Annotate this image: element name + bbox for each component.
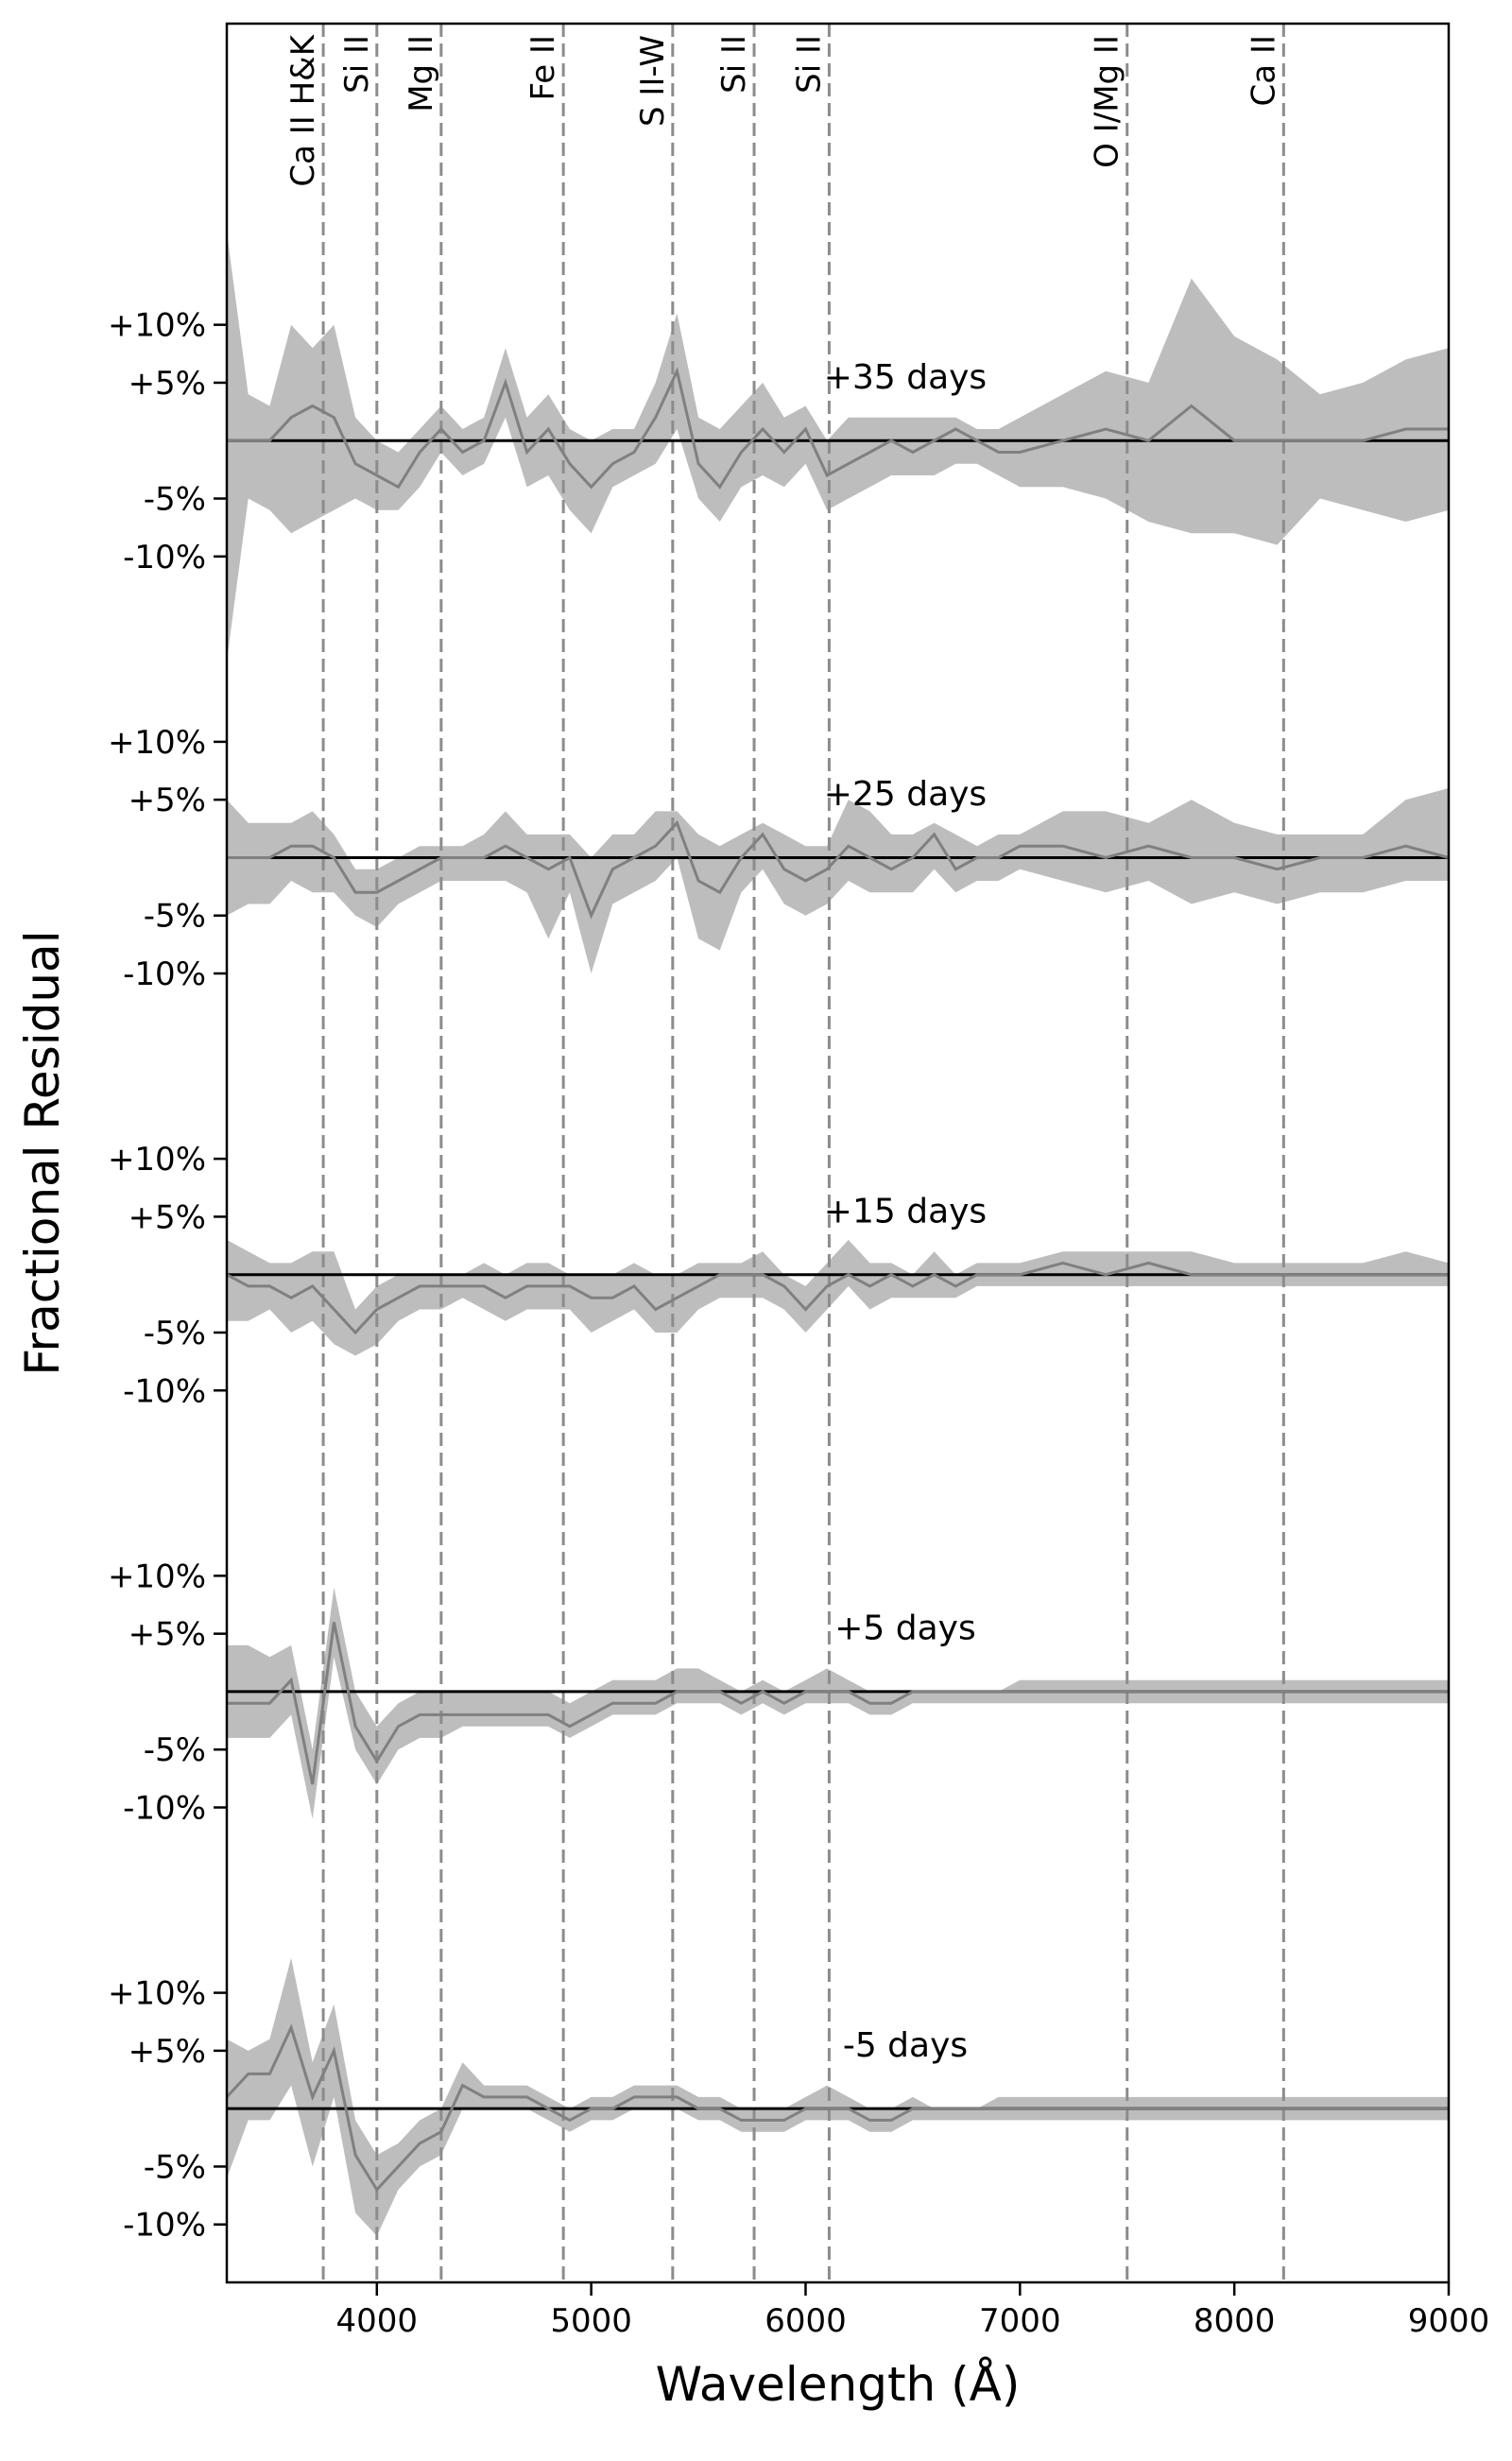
x-tick-label: 6000 <box>765 2302 847 2340</box>
feature-label: S II-W <box>634 35 672 127</box>
uncertainty-band <box>227 232 1449 662</box>
feature-label: Si II <box>790 35 828 94</box>
y-tick-label: +5% <box>129 782 206 819</box>
x-tick-label: 4000 <box>336 2302 419 2340</box>
feature-label: Si II <box>338 35 376 94</box>
y-tick-label: +5% <box>129 2033 206 2071</box>
y-tick-label: +5% <box>129 1616 206 1654</box>
y-tick-label: -10% <box>123 539 206 577</box>
x-axis-label: Wavelength (Å) <box>656 2357 1021 2412</box>
residual-line <box>227 367 1449 490</box>
feature-label: Mg II <box>403 35 440 112</box>
feature-label: Ca II <box>1245 35 1282 106</box>
x-tick-label: 5000 <box>550 2302 632 2340</box>
feature-label: Ca II H&K <box>284 33 322 186</box>
bands <box>227 232 1449 2236</box>
y-tick-label: -10% <box>123 1372 206 1410</box>
y-tick-label: +10% <box>108 307 206 345</box>
panel-label: +35 days <box>824 358 987 397</box>
residual-lines <box>225 367 1450 2193</box>
y-tick-label: -10% <box>123 955 206 993</box>
uncertainty-band <box>227 787 1449 973</box>
panel-label: +15 days <box>824 1192 987 1230</box>
panel-label: +25 days <box>824 775 987 814</box>
y-tick-label: +5% <box>129 1198 206 1236</box>
axes: +10% +5% -5% -10% +35 days +10% +5% -5% -10% +25 … <box>15 22 1490 2412</box>
y-tick-label: +5% <box>129 365 206 403</box>
residual-line <box>227 819 1450 920</box>
uncertainty-band <box>227 1239 1449 1356</box>
feature-lines: Ca II H&K Si II Mg II Fe II S II-W Si II Si II… <box>284 24 1285 2282</box>
y-tick-label: -5% <box>144 1315 206 1352</box>
y-tick-label: +10% <box>108 1141 206 1179</box>
y-tick-label: -10% <box>123 2207 206 2245</box>
x-tick-label: 8000 <box>1194 2302 1276 2340</box>
panel-label: -5 days <box>843 2026 968 2065</box>
y-tick-label: -10% <box>123 1789 206 1827</box>
feature-label: O I/Mg II <box>1089 35 1126 168</box>
x-tick-label: 7000 <box>979 2302 1061 2340</box>
y-tick-label: +10% <box>108 1557 206 1595</box>
feature-label: Si II <box>715 35 753 94</box>
residual-line <box>227 1622 1449 1785</box>
x-tick-label: 9000 <box>1408 2302 1490 2340</box>
residual-line <box>225 2023 1449 2193</box>
y-tick-label: +10% <box>108 724 206 762</box>
plot-frame <box>225 22 1451 2284</box>
y-tick-label: -5% <box>144 898 206 936</box>
panel-label: +5 days <box>834 1609 975 1648</box>
y-tick-label: +10% <box>108 1975 206 2013</box>
y-axis-label: Fractional Residual <box>15 930 70 1375</box>
uncertainty-band <box>227 1957 1449 2236</box>
residual-line <box>226 1261 1449 1335</box>
y-tick-label: -5% <box>144 2148 206 2186</box>
y-tick-label: -5% <box>144 481 206 519</box>
uncertainty-band <box>227 1587 1449 1819</box>
feature-label: Fe II <box>524 35 562 100</box>
y-tick-label: -5% <box>144 1731 206 1769</box>
